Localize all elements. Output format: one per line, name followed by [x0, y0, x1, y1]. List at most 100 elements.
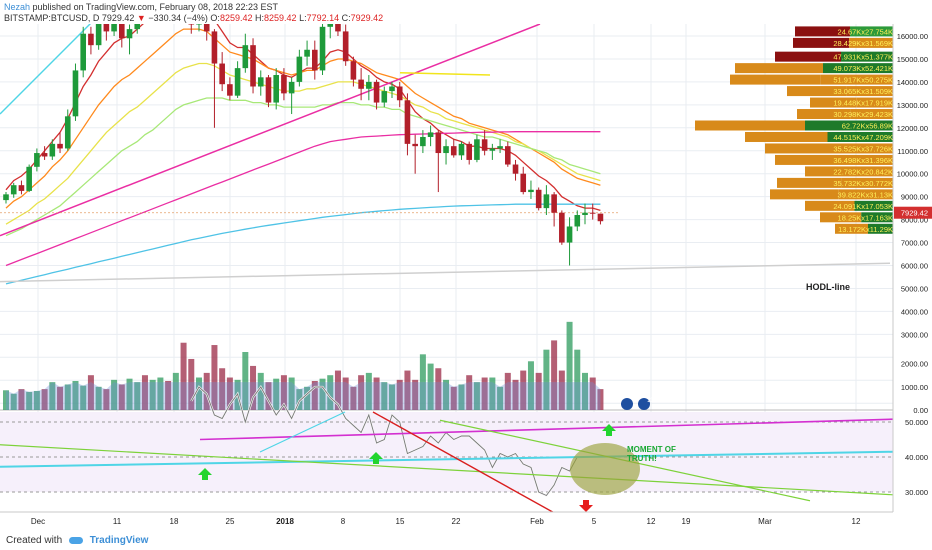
volume-bar-75: [582, 372, 588, 410]
candle-body-37: [288, 81, 295, 94]
volume-bar-73: [566, 321, 573, 410]
hodl-line-label: HODL-line: [806, 282, 850, 292]
vprofile-bar-b-0: [850, 26, 895, 37]
ema-line-3: [5, 97, 601, 237]
rsi-red-downtrend: [372, 411, 586, 530]
vprofile-label-15: 24.091Kx17.053K: [833, 202, 893, 211]
ema-line-2: [5, 62, 601, 225]
volume-bar-8: [64, 384, 71, 410]
vprofile-label-17: 13.172Kx11.29K: [838, 225, 893, 234]
rsi-tick-2: 30.000: [905, 488, 928, 497]
time-tick-3: 25: [226, 517, 235, 526]
candle-body-32: [250, 45, 256, 87]
time-tick-11: 19: [682, 517, 691, 526]
volume-bar-17: [134, 382, 141, 410]
volume-bar-13: [103, 389, 110, 410]
price-tick-4: 12000.00: [897, 124, 928, 133]
current-price-badge: [894, 206, 932, 219]
candle-body-62: [481, 139, 488, 151]
vprofile-bar-a-11: [775, 154, 841, 165]
price-tick-6: 10000.00: [897, 170, 928, 179]
candle-body-59: [458, 143, 465, 156]
price-tick-9: 7000.00: [901, 239, 928, 248]
vprofile-bar-b-8: [805, 120, 895, 131]
volume-bar-34: [265, 382, 272, 410]
price-chart[interactable]: 24.67Kx27.754K 28.429Kx31.569K 47.931Kx51.…: [0, 24, 932, 530]
candle-body-15: [119, 24, 125, 39]
volume-bar-24: [188, 358, 195, 410]
candle-body-36: [281, 75, 287, 94]
volume-bar-56: [435, 368, 442, 410]
volume-bar-68: [527, 361, 534, 410]
price-tick-16: 0.00: [913, 406, 928, 415]
rsi-line: [190, 386, 578, 497]
volume-profile: 24.67Kx27.754K 28.429Kx31.569K 47.931Kx51.…: [695, 26, 895, 234]
author-name[interactable]: Nezah: [4, 2, 31, 12]
candle-body-48: [373, 81, 380, 103]
vprofile-bar-b-9: [827, 131, 895, 142]
volume-bar-52: [404, 370, 411, 410]
candle-body-43: [335, 24, 341, 32]
price-tick-0: 16000.00: [897, 32, 928, 41]
candle-body-55: [427, 132, 434, 137]
time-tick-9: 5: [592, 517, 597, 526]
volume-bar-64: [497, 386, 504, 410]
volume-bar-14: [111, 379, 118, 410]
price-tick-14: 2000.00: [901, 360, 928, 369]
tradingview-brand[interactable]: TradingView: [89, 535, 149, 546]
vprofile-bar-a-7: [797, 109, 851, 120]
volume-bar-37: [288, 377, 295, 410]
volume-bar-40: [311, 381, 318, 410]
chart-header: Nezah published on TradingView.com, Febr…: [0, 0, 932, 24]
volume-bar-45: [350, 386, 357, 410]
volume-bar-31: [242, 352, 249, 410]
price-tick-8: 8000.00: [901, 216, 928, 225]
candle-body-56: [435, 132, 442, 154]
badge-count: 11: [647, 398, 654, 404]
volume-bar-42: [327, 375, 334, 410]
tradingview-cloud-icon: [68, 536, 83, 544]
vprofile-bar-a-0: [795, 26, 850, 37]
vprofile-bar-a-3: [735, 63, 823, 74]
candle-body-69: [535, 189, 542, 209]
volume-bar-35: [273, 378, 280, 410]
volume-bar-43: [334, 370, 341, 410]
candle-body-8: [64, 116, 71, 149]
candle-body-60: [466, 143, 472, 160]
symbol: BITSTAMP:BTCUSD, D: [4, 13, 100, 23]
candle-body-17: [134, 24, 141, 30]
volume-bar-72: [558, 370, 565, 410]
candle-body-34: [265, 77, 272, 103]
candles: [3, 24, 604, 266]
vprofile-label-16: 18.25Kx17.163K: [838, 213, 893, 222]
candle-body-65: [505, 146, 511, 165]
volume-bar-19: [149, 379, 156, 410]
candle-body-71: [551, 194, 557, 213]
price-tick-15: 1000.00: [901, 383, 928, 392]
change-arrow: ▼: [136, 13, 146, 23]
candle-body-42: [327, 24, 334, 27]
vprofile-bar-b-15: [854, 200, 895, 211]
candle-body-66: [512, 164, 519, 174]
high-value: 8259.42: [264, 13, 297, 23]
volume-bar-21: [165, 381, 172, 410]
publish-line: Nezah published on TradingView.com, Febr…: [4, 2, 278, 12]
magenta-trend-line: [0, 24, 541, 237]
volume-bar-33: [257, 372, 264, 410]
vprofile-label-13: 35.732Kx30.772K: [833, 179, 893, 188]
candle-body-0: [3, 194, 9, 201]
candle-body-7: [57, 143, 63, 149]
volume-bar-25: [196, 377, 202, 410]
time-axis-bg: [0, 512, 932, 530]
red-arrow-down: [579, 500, 593, 512]
candle-body-40: [312, 49, 318, 71]
vprofile-bar-a-16: [820, 212, 862, 223]
candle-body-29: [227, 84, 233, 96]
volume-bar-54: [419, 354, 426, 410]
volume-bar-27: [211, 345, 218, 410]
vprofile-label-4: 51.917Kx50.275K: [833, 76, 893, 85]
volume-bar-6: [49, 382, 56, 410]
price-tick-5: 11000.00: [897, 147, 928, 156]
vprofile-bar-b-11: [841, 154, 895, 165]
volume-bar-69: [535, 372, 542, 410]
